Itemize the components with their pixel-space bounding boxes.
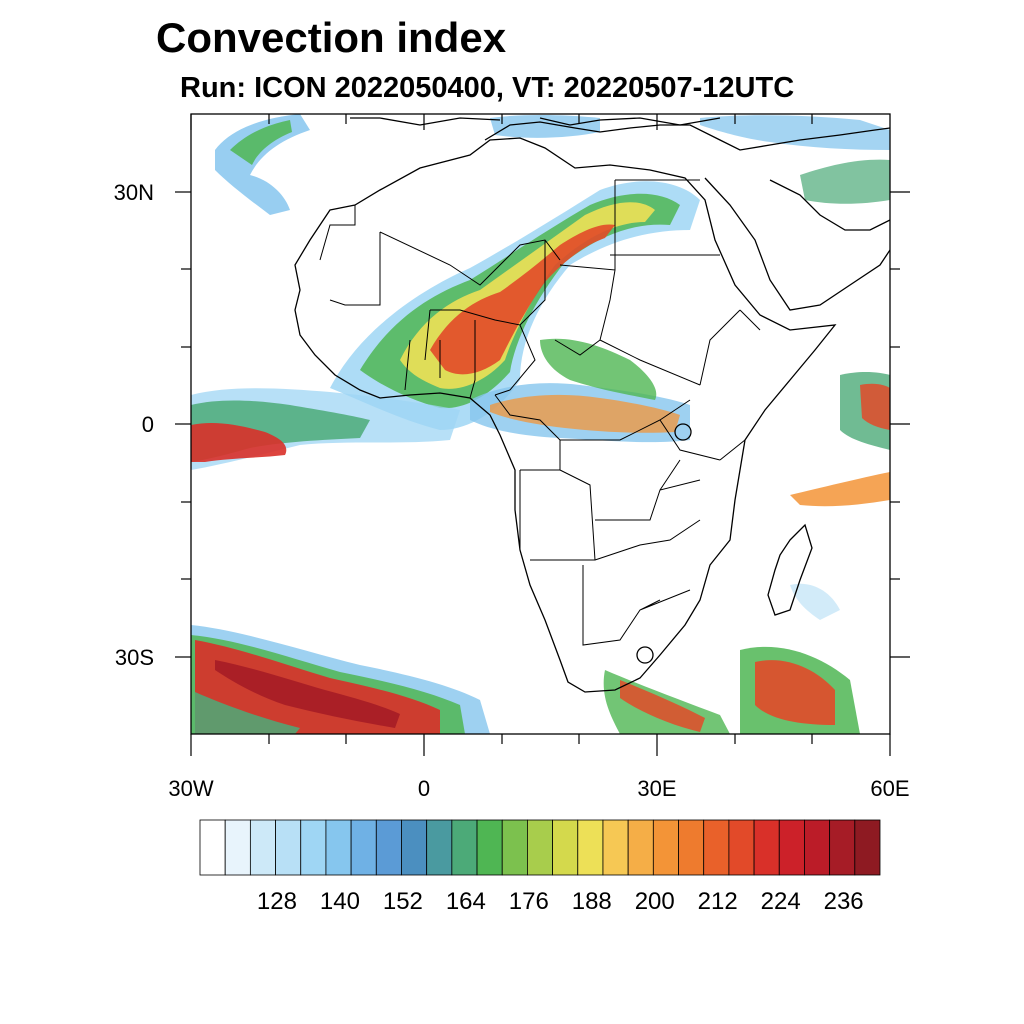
colorbar-tick-label: 140: [319, 888, 360, 915]
lake-victoria: [674, 423, 692, 441]
colorbar-swatch: [728, 819, 755, 876]
field-south-africa-red: [620, 680, 705, 732]
colorbar-swatch: [249, 819, 276, 876]
field-indian-ocean-band: [790, 472, 890, 507]
colorbar-swatch: [375, 819, 402, 876]
colorbar-swatch: [778, 819, 805, 876]
colorbar-tick-label: 224: [760, 888, 801, 915]
colorbar-tick-label: 128: [256, 888, 297, 915]
colorbar-swatch: [577, 819, 604, 876]
mediterranean-coast: [484, 121, 890, 151]
colorbar-swatch: [350, 819, 377, 876]
colorbar-tick-label: 200: [634, 888, 675, 915]
colorbar-swatch: [224, 819, 251, 876]
field-central-africa: [540, 338, 657, 400]
colorbar-swatch: [476, 819, 503, 876]
colorbar-tick-label: 164: [445, 888, 486, 915]
colorbar-tick-label: 152: [382, 888, 423, 915]
figure-subtitle: Run: ICON 2022050400, VT: 20220507-12UTC: [180, 72, 795, 104]
coastline-layer: [294, 117, 890, 693]
arabia-coastline: [704, 177, 890, 311]
figure-title: Convection index: [156, 14, 507, 61]
colorbar-swatch: [829, 819, 856, 876]
colorbar-swatch: [703, 819, 730, 876]
colorbar-swatch: [602, 819, 629, 876]
colorbar-swatch: [451, 819, 478, 876]
colorbar-swatch: [753, 819, 780, 876]
colorbar-swatch: [854, 819, 881, 876]
africa-coastline: [294, 137, 837, 693]
colorbar-swatch: [426, 819, 453, 876]
field-arabian-peninsula: [800, 159, 890, 204]
colorbar-swatch: [652, 819, 679, 876]
colorbar-swatch: [401, 819, 428, 876]
colorbar-swatch: [199, 819, 226, 876]
field-north-atlantic: [215, 114, 310, 215]
colorbar-tick-label: 212: [697, 888, 738, 915]
field-south-atlantic-dark: [215, 660, 400, 728]
country-borders: [319, 179, 761, 646]
colorbar-swatch: [527, 819, 553, 876]
lon-label-30w: 30W: [168, 776, 214, 801]
colorbar-tick-label: 176: [508, 888, 549, 915]
colorbar-swatch: [627, 819, 654, 876]
colorbar-swatch: [678, 819, 705, 876]
colorbar-swatch: [300, 819, 327, 876]
field-gulf-guinea-core: [490, 394, 680, 433]
axis-ticks: [175, 114, 910, 756]
colorbar-swatch: [552, 819, 579, 876]
field-mediterranean: [490, 115, 600, 138]
field-south-atlantic-lower-band: [195, 692, 300, 734]
field-middle-east: [700, 115, 890, 150]
europe-coast: [350, 117, 721, 126]
colorbar-swatch: [325, 819, 352, 876]
field-south-indian-red: [755, 660, 835, 725]
colorbar-tick-label: 188: [571, 888, 612, 915]
field-equatorial-atlantic-red: [191, 422, 287, 462]
lesotho-border: [636, 646, 654, 664]
field-mozambique: [790, 583, 840, 620]
madagascar-coastline: [767, 523, 813, 616]
lon-label-30e: 30E: [637, 776, 677, 801]
lon-label-0: 0: [417, 776, 431, 801]
colorbar-swatch: [501, 819, 528, 876]
colorbar-swatch: [804, 819, 831, 876]
colorbar-tick-label: 236: [823, 888, 864, 915]
lat-label-0: 0: [141, 412, 154, 437]
lon-label-60e: 60E: [870, 776, 910, 801]
colorbar-swatch: [275, 819, 302, 876]
field-indian-ocean-east-red: [860, 383, 890, 430]
colorbar: [199, 819, 881, 876]
field-sahel-red: [430, 224, 615, 375]
convection-field-layer: [191, 114, 890, 734]
field-north-atlantic-green: [230, 120, 292, 165]
lat-label-30n: 30N: [113, 180, 154, 205]
lat-label-30s: 30S: [114, 645, 154, 670]
